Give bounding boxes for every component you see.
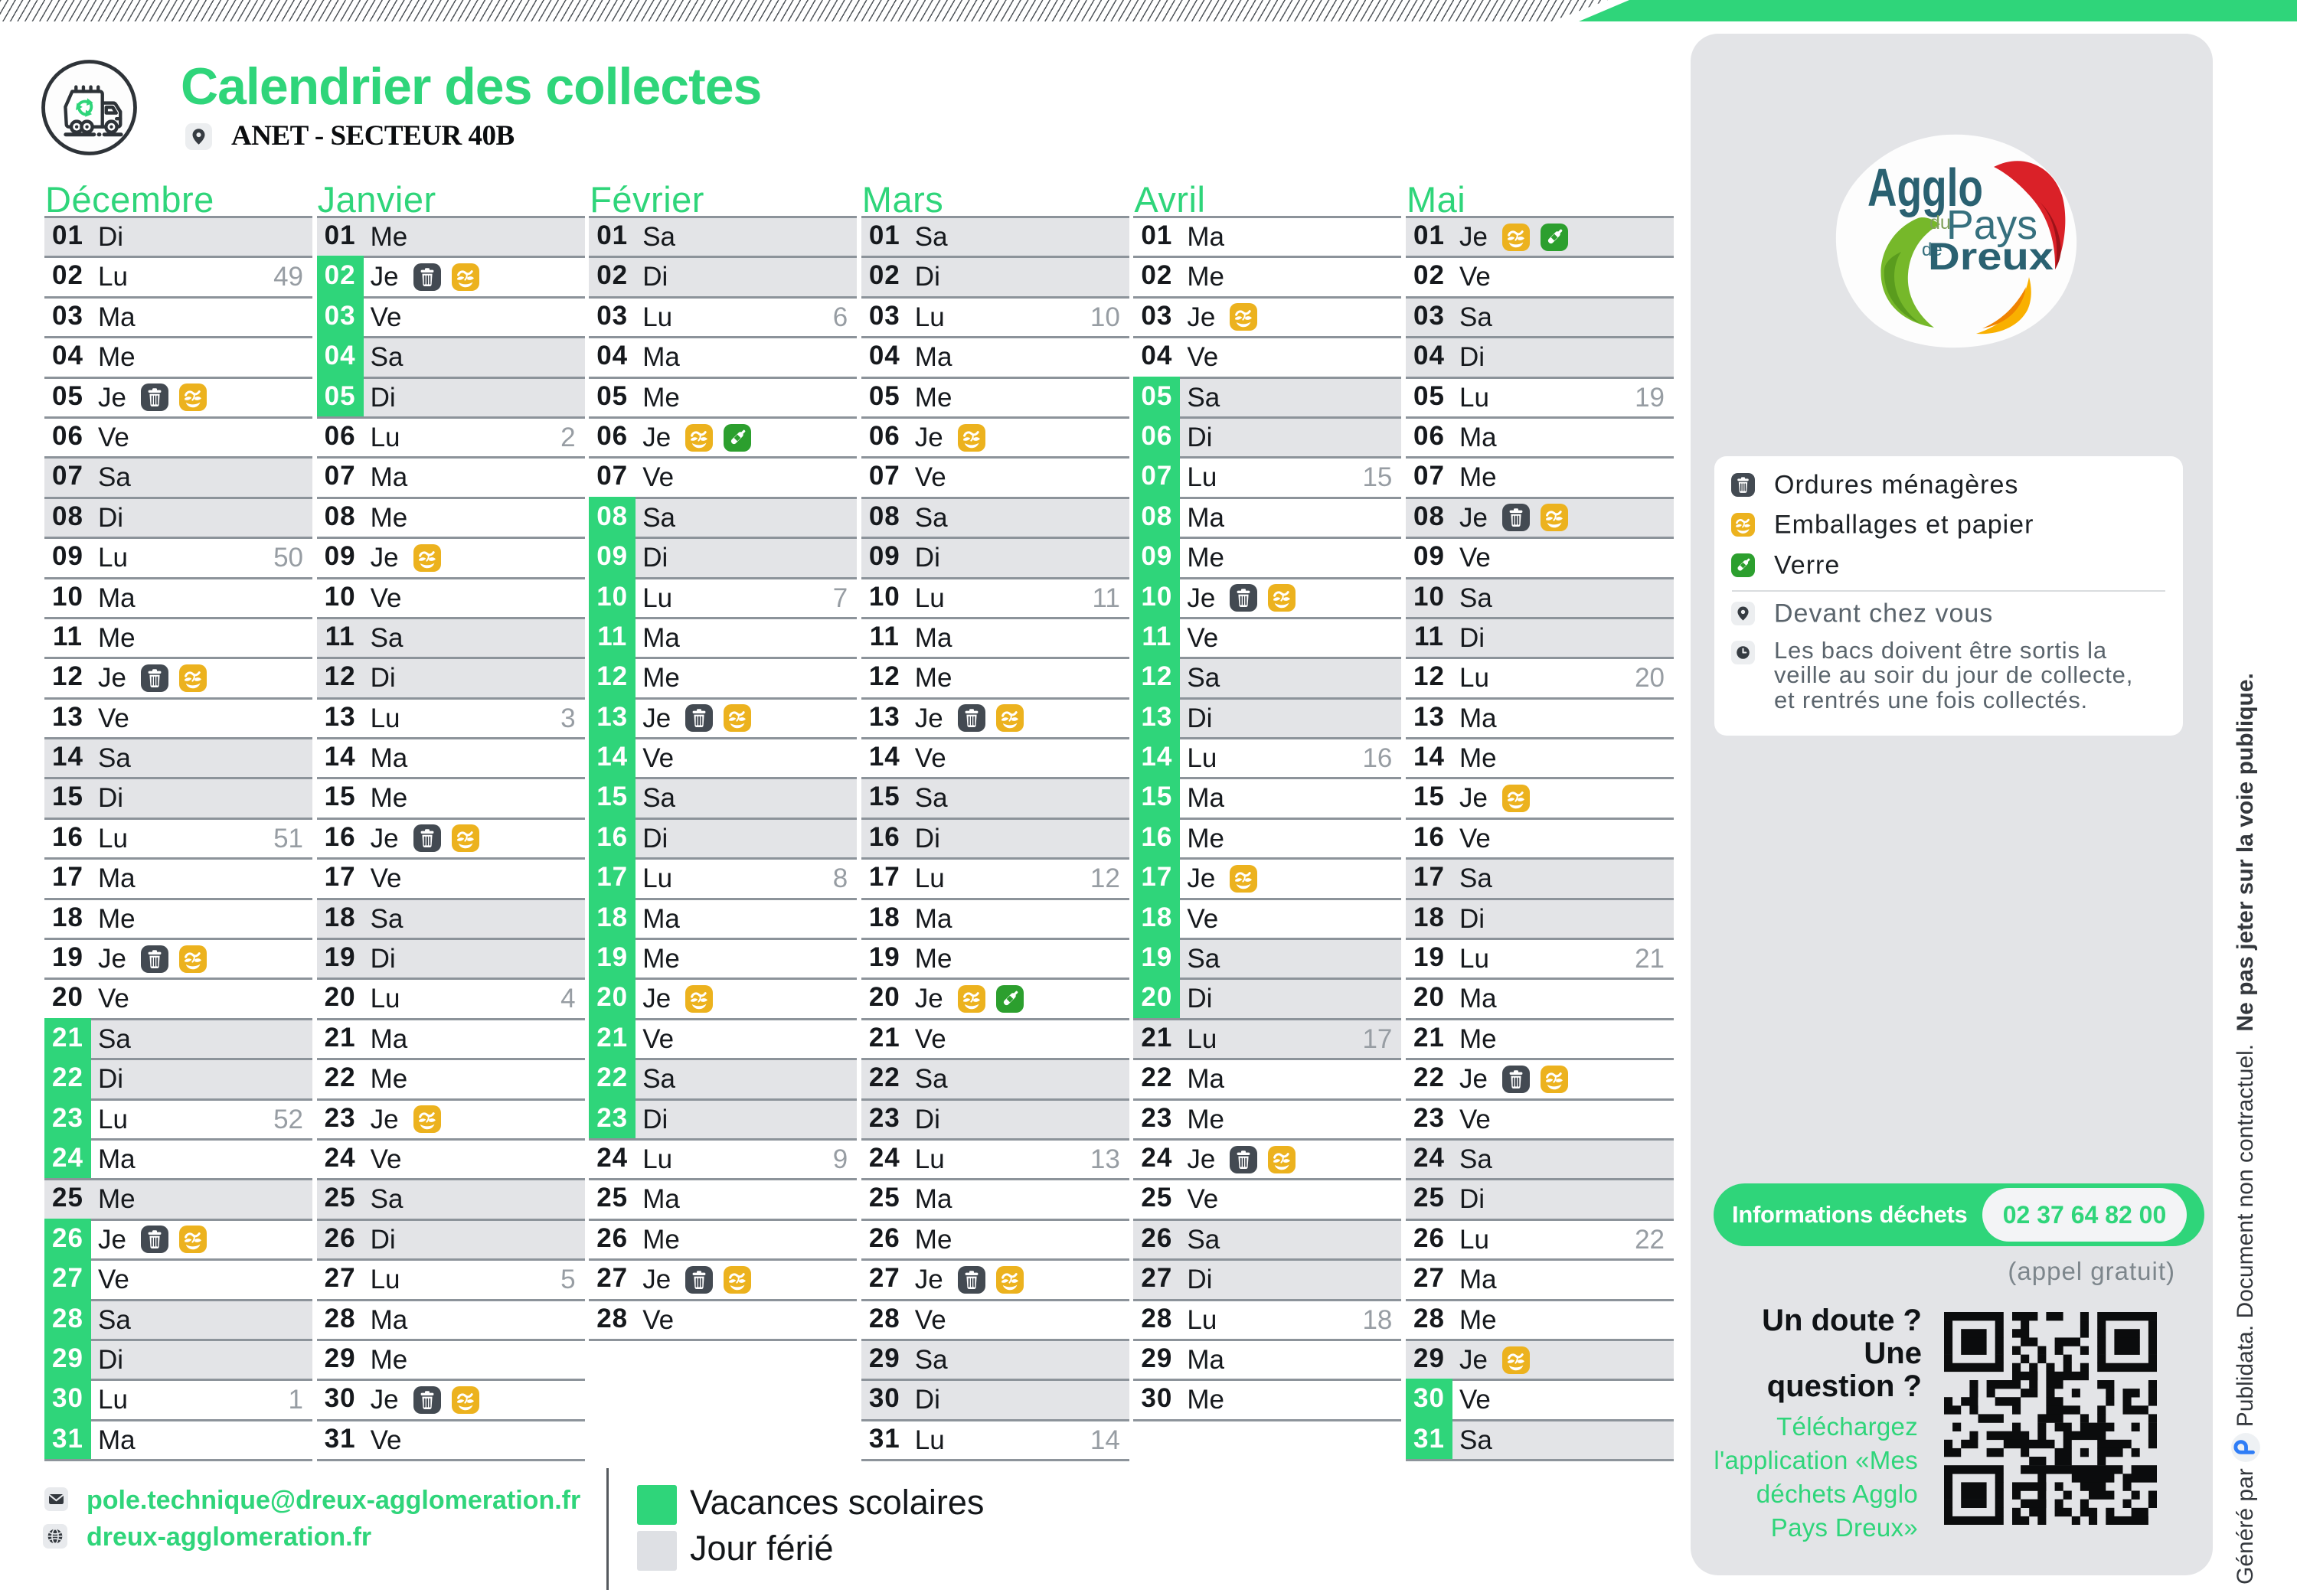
svg-text:de: de xyxy=(1922,240,1942,260)
svg-text:Pays: Pays xyxy=(1946,202,2037,248)
svg-text:Dreux: Dreux xyxy=(1928,235,2054,278)
svg-text:Agglo: Agglo xyxy=(1867,158,1983,217)
svg-text:du: du xyxy=(1929,212,1951,233)
